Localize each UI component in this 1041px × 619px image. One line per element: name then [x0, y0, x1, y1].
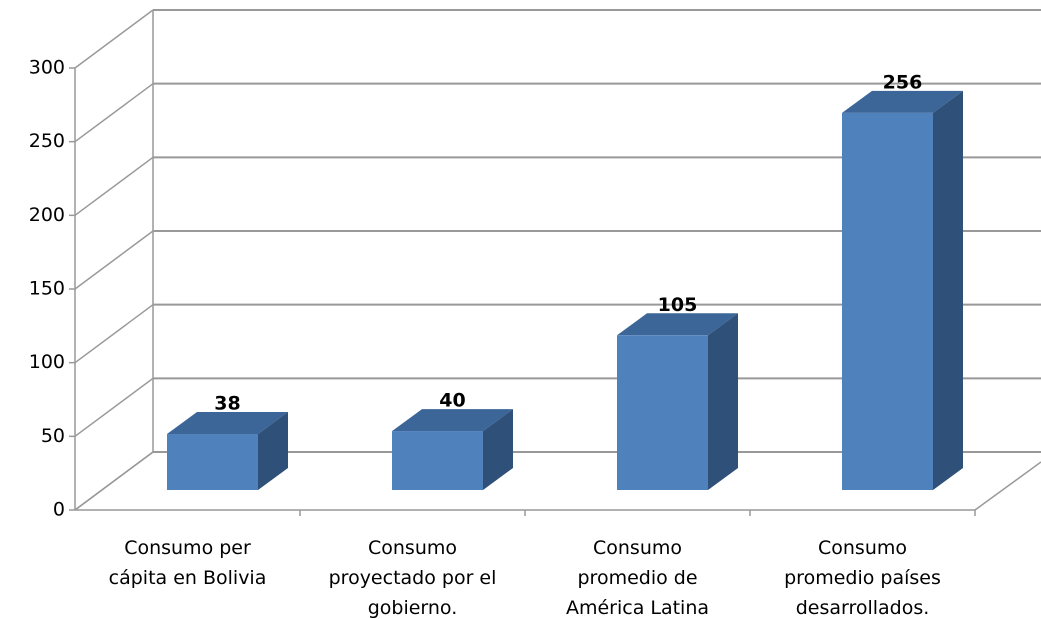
x-tick-label-line: promedio países [784, 567, 941, 589]
bar-front [167, 434, 258, 490]
bar-top [617, 313, 738, 336]
bar-side [258, 412, 288, 490]
bar [617, 313, 738, 490]
x-tick-label-line: cápita en Bolivia [109, 567, 267, 589]
grid-diagonal [74, 83, 154, 143]
y-tick-label: 300 [29, 57, 65, 79]
grid-diagonal [74, 230, 154, 290]
x-tick-label-line: Consumo per [124, 537, 251, 559]
x-tick-label-line: gobierno. [368, 597, 458, 619]
x-tick-label-line: Consumo [818, 537, 907, 559]
y-tick-label: 0 [53, 499, 65, 521]
bar [167, 412, 288, 490]
x-tick-label-line: Consumo [593, 537, 682, 559]
y-tick-label: 150 [29, 278, 65, 300]
bar-side [483, 409, 513, 490]
x-tick-label-line: América Latina [566, 597, 709, 619]
bar-front [842, 112, 933, 491]
grid-diagonal [74, 451, 154, 511]
x-tick-label-line: proyectado por el [329, 567, 497, 589]
x-tick-label-line: desarrollados. [796, 597, 930, 619]
grid-diagonal [74, 377, 154, 437]
grid-diagonal [74, 156, 154, 216]
x-tick-label: Consumo promedio de América Latina [566, 537, 709, 619]
grid-diagonal [74, 304, 154, 364]
x-tick-label: Consumo proyectado por el gobierno. [329, 537, 497, 619]
y-tick-label: 200 [29, 204, 65, 226]
y-tick-label: 50 [41, 425, 65, 447]
bar [842, 90, 963, 491]
data-label: 40 [439, 390, 465, 412]
x-tick-label-line: Consumo [368, 537, 457, 559]
data-label: 38 [214, 393, 240, 415]
bar-top [392, 409, 513, 432]
x-tick-label-line: promedio de [577, 567, 697, 589]
bar-side [933, 90, 963, 491]
x-tick-label: Consumo per cápita en Bolivia [109, 537, 267, 589]
grid-diagonal [74, 9, 154, 69]
x-tick-label: Consumo promedio países desarrollados. [784, 537, 941, 619]
y-tick-label: 100 [29, 351, 65, 373]
bar-top [842, 90, 963, 113]
data-label: 105 [658, 294, 698, 316]
bar-side [708, 313, 738, 490]
bar-front [392, 431, 483, 490]
y-tick-label: 250 [29, 130, 65, 152]
bar-front [617, 335, 708, 490]
bar [392, 409, 513, 490]
data-label: 256 [883, 71, 923, 93]
bar-top [167, 412, 288, 435]
